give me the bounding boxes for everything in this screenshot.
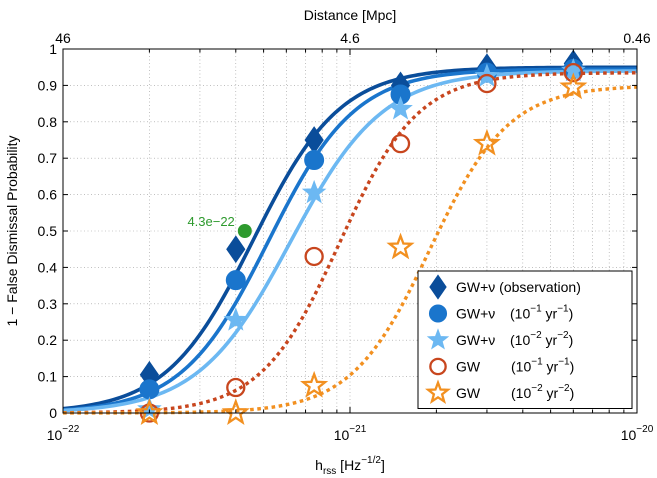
- marker-series-4-point-4: [390, 133, 411, 154]
- marker-series-5-point-4: [386, 232, 415, 260]
- marker-series-5-point-1: [135, 398, 164, 425]
- annotation: 4.3e−22: [187, 214, 252, 238]
- y-tick-label: 0.2: [38, 332, 58, 348]
- axis-ticks: 0 0.1 0.2 0.3 0.4 0.5 0.6 0.7 0.8 0.9 1 10−22 10−21 1…: [38, 30, 654, 443]
- y-tick-label: 0.4: [38, 259, 58, 275]
- y-tick-label: 0.5: [38, 223, 58, 239]
- top-tick-label: 0.46: [623, 30, 650, 46]
- legend-label-1: GW+ν (observation): [456, 279, 581, 295]
- marker-series-4-point-5: [477, 73, 497, 94]
- x-tick-label: 10−22: [47, 424, 80, 443]
- marker-series-2-point-3: [304, 150, 325, 171]
- marker-series-5-point-6: [559, 72, 588, 100]
- y-tick-label: 0.6: [38, 187, 58, 203]
- legend: GW+ν (observation) GW+ν (10−1 yr−1) GW+ν (10…: [417, 270, 633, 409]
- legend-label-5: GW (10−2 yr−2): [456, 383, 574, 401]
- marker-series-3-point-3: [301, 179, 327, 204]
- curve-series-1: [62, 65, 638, 411]
- top-tick-label: 4.6: [340, 30, 360, 46]
- marker-series-2-point-2: [225, 270, 246, 291]
- y-tick-label: 0.8: [38, 114, 58, 130]
- annotation-label: 4.3e−22: [187, 214, 234, 229]
- axis-titles: hrss [Hz−1/2] 1 − False Dismissal Probabi…: [4, 7, 396, 477]
- legend-marker-3: [426, 328, 450, 350]
- legend-marker-5: [425, 379, 451, 405]
- x-tick-label: 10−20: [621, 424, 654, 443]
- legend-marker-2: [428, 304, 448, 323]
- top-axis-title: Distance [Mpc]: [304, 7, 397, 23]
- marker-series-4-point-3: [304, 246, 324, 267]
- y-tick-label: 0.7: [38, 150, 58, 166]
- top-tick-label: 46: [55, 30, 71, 46]
- marker-series-3-point-2: [223, 307, 249, 331]
- marker-series-2-point-1: [139, 379, 160, 400]
- y-tick-label: 0.1: [38, 369, 58, 385]
- marker-series-3-point-4: [388, 96, 413, 120]
- marker-series-5-point-2: [221, 398, 250, 425]
- legend-marker-1: [429, 274, 447, 300]
- x-axis-title: hrss [Hz−1/2]: [315, 455, 385, 477]
- marker-series-4-point-2: [226, 377, 246, 398]
- y-tick-label: 0.9: [38, 77, 58, 93]
- marker-series-5-point-5: [472, 128, 502, 156]
- legend-label-4: GW (10−1 yr−1): [456, 357, 574, 375]
- legend-box: [417, 270, 633, 409]
- y-tick-label: 0: [49, 405, 57, 421]
- annotation-point: [237, 224, 252, 238]
- marker-series-3-point-1: [137, 396, 162, 420]
- x-tick-label: 10−21: [334, 424, 367, 443]
- legend-marker-4: [429, 357, 447, 376]
- y-tick-label: 0.3: [38, 296, 58, 312]
- curve-series-3: [62, 69, 638, 413]
- legend-label-3: GW+ν (10−2 yr−2): [456, 330, 573, 348]
- grid: [63, 49, 637, 413]
- y-tick-label: 1: [49, 41, 57, 57]
- y-axis-title: 1 − False Dismissal Probability: [4, 135, 20, 326]
- marker-series-5-point-3: [300, 370, 329, 398]
- data-markers: [135, 49, 588, 425]
- marker-series-4-point-6: [563, 63, 583, 83]
- marker-series-1-point-2: [226, 235, 246, 264]
- legend-label-2: GW+ν (10−1 yr−1): [456, 304, 573, 322]
